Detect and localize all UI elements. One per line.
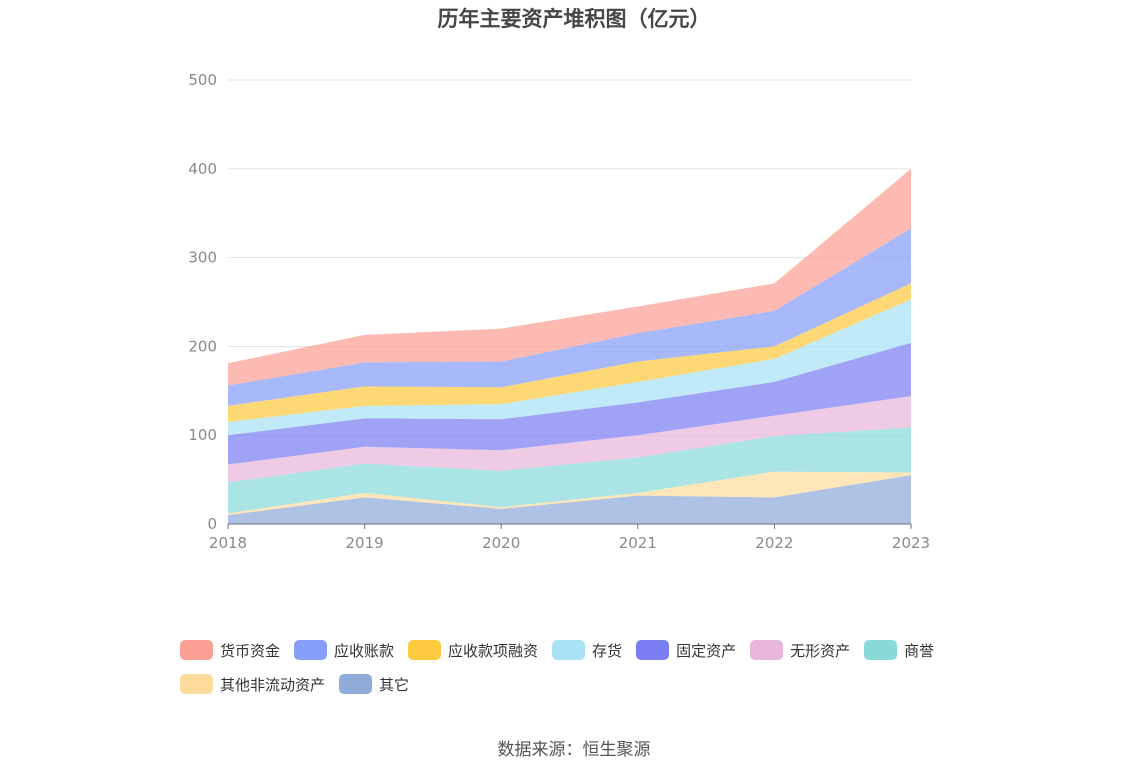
area-9[interactable]	[228, 168, 911, 386]
y-tick-label: 400	[188, 160, 217, 178]
area-series	[228, 168, 911, 524]
area-7[interactable]	[228, 283, 911, 422]
area-4[interactable]	[228, 396, 911, 483]
stacked-area-chart: 0 100 200 300 400 500 2018 2019 2020 2021 2022 2023	[188, 71, 930, 552]
data-source: 数据来源：恒生聚源	[497, 740, 651, 760]
area-8[interactable]	[228, 228, 911, 406]
legend-label: 商誉	[904, 641, 935, 660]
legend: 货币资金 应收账款 应收款项融资 存货 固定资产 无形资产 商誉其他非流动资产 其它	[180, 638, 1000, 696]
legend-label: 无形资产	[790, 641, 851, 660]
area-1[interactable]	[228, 475, 911, 524]
legend-item-2[interactable]: 应收账款	[294, 638, 394, 662]
legend-swatch	[552, 640, 586, 660]
area-2[interactable]	[228, 471, 911, 516]
x-tick-label: 2018	[209, 534, 247, 552]
axes: 0 100 200 300 400 500 2018 2019 2020 2021 2022 2023	[188, 71, 930, 552]
legend-label: 存货	[592, 641, 623, 660]
y-tick-label: 500	[188, 71, 217, 89]
legend-swatch	[180, 640, 213, 660]
y-tick-label: 300	[188, 249, 217, 267]
legend-label: 应收账款	[334, 641, 395, 660]
legend-label: 其他非流动资产	[220, 675, 326, 694]
legend-item-4[interactable]: 存货	[552, 638, 622, 662]
legend-swatch	[180, 674, 213, 694]
legend-swatch	[750, 640, 784, 660]
legend-swatch	[864, 640, 898, 660]
x-tick-label: 2020	[482, 534, 520, 552]
legend-item-9[interactable]: 其它	[339, 672, 409, 696]
legend-label: 货币资金	[220, 641, 281, 660]
x-tick-label: 2019	[346, 534, 384, 552]
legend-item-5[interactable]: 固定资产	[636, 638, 736, 662]
x-tick-label: 2023	[892, 534, 930, 552]
legend-swatch	[408, 640, 442, 660]
y-tick-label: 100	[188, 426, 217, 444]
legend-label: 应收款项融资	[448, 641, 539, 660]
y-tick-label: 0	[207, 515, 217, 533]
legend-item-1[interactable]: 货币资金	[180, 638, 280, 662]
x-tick-label: 2021	[619, 534, 657, 552]
area-6[interactable]	[228, 299, 911, 436]
legend-item-3[interactable]: 应收款项融资	[408, 638, 538, 662]
legend-item-6[interactable]: 无形资产	[750, 638, 850, 662]
legend-swatch	[294, 640, 328, 660]
legend-swatch	[339, 674, 373, 694]
y-tick-label: 200	[188, 337, 217, 355]
legend-item-8[interactable]: 其他非流动资产	[180, 672, 325, 696]
legend-swatch	[636, 640, 670, 660]
x-tick-label: 2022	[755, 534, 793, 552]
area-5[interactable]	[228, 342, 911, 465]
legend-label: 固定资产	[676, 641, 737, 660]
area-3[interactable]	[228, 427, 911, 514]
legend-item-7[interactable]: 商誉	[864, 638, 934, 662]
legend-label: 其它	[379, 675, 410, 694]
chart-title: 历年主要资产堆积图（亿元）	[437, 7, 711, 31]
